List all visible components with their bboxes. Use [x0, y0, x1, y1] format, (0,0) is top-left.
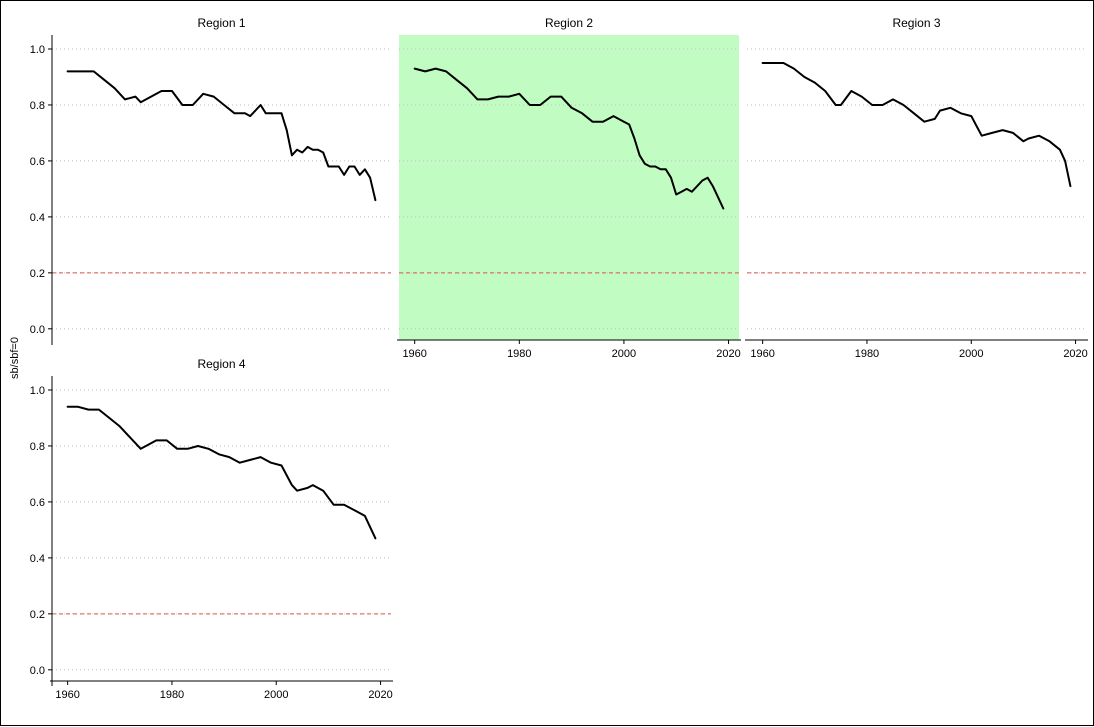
y-tick-label: 0.8: [30, 100, 45, 112]
panel-region-3: Region 3 1960 1980 2000 2020: [745, 16, 1088, 360]
panel-region-2: Region 2 1960 1980 2000 2020: [397, 16, 741, 360]
x-tick-label: 1980: [855, 348, 879, 360]
y-tick-label: 0.6: [30, 497, 45, 509]
x-tick-label: 1980: [507, 348, 531, 360]
y-tick-label: 0.8: [30, 441, 45, 453]
x-tick-label: 2000: [959, 348, 983, 360]
series-line: [413, 67, 725, 210]
panel-title: Region 1: [197, 16, 245, 30]
x-tick-label: 2020: [716, 348, 740, 360]
series-line: [761, 62, 1072, 188]
y-tick-label: 0.0: [30, 665, 45, 677]
y-tick-label: 0.4: [30, 212, 45, 224]
y-tick-label: 1.0: [30, 385, 45, 397]
x-tick-label: 1960: [750, 348, 774, 360]
panel-title: Region 3: [892, 16, 940, 30]
highlight-background: [399, 35, 739, 340]
y-tick-label: 0.2: [30, 268, 45, 280]
y-tick-label: 0.0: [30, 324, 45, 336]
x-tick-label: 1960: [55, 689, 79, 701]
x-tick-label: 2000: [264, 689, 288, 701]
panel-region-1: Region 1 0.0 0.2 0.4 0.6 0.8 1.0: [30, 16, 391, 345]
y-axis-title: sb/sbf=0: [9, 337, 21, 379]
x-tick-label: 1960: [402, 348, 426, 360]
y-tick-label: 0.6: [30, 156, 45, 168]
series-line: [66, 405, 377, 540]
x-tick-label: 2020: [1063, 348, 1087, 360]
panel-region-4: Region 4 0.0 0.2 0.4 0.6 0.8 1.0 1960 1980 2000 20…: [30, 357, 393, 701]
y-tick-label: 0.2: [30, 609, 45, 621]
y-tick-label: 1.0: [30, 44, 45, 56]
panel-title: Region 4: [197, 357, 245, 371]
panel-title: Region 2: [545, 16, 593, 30]
y-tick-label: 0.4: [30, 553, 45, 565]
x-tick-label: 1980: [160, 689, 184, 701]
x-tick-label: 2000: [612, 348, 636, 360]
series-line: [66, 70, 377, 202]
x-tick-label: 2020: [368, 689, 392, 701]
